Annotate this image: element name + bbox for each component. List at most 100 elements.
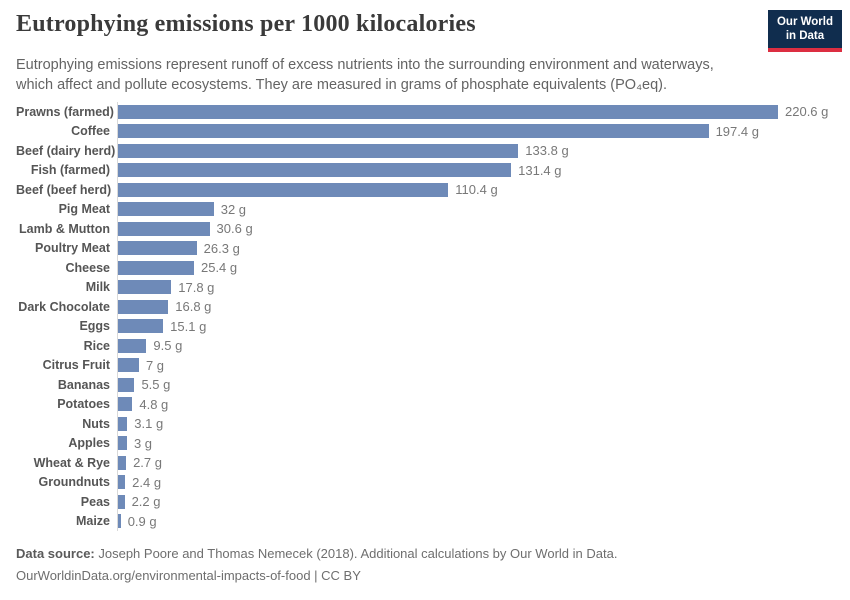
- owid-logo-line1: Our World: [776, 16, 833, 28]
- owid-logo-line2: in Data: [785, 30, 825, 43]
- bar[interactable]: [118, 319, 164, 334]
- bar[interactable]: [118, 163, 512, 178]
- bar-plot: 26.3 g: [117, 238, 834, 258]
- bar[interactable]: [118, 280, 172, 295]
- data-source-label: Data source:: [16, 546, 95, 561]
- category-label: Pig Meat: [58, 202, 110, 217]
- category-label: Rice: [83, 338, 110, 353]
- bar-row: Fish (farmed) 131.4 g: [16, 160, 834, 180]
- citation-link-line[interactable]: OurWorldinData.org/environmental-impacts…: [16, 568, 361, 583]
- bar-plot: 133.8 g: [117, 141, 834, 161]
- category-label: Milk: [85, 280, 110, 295]
- bar[interactable]: [118, 436, 127, 451]
- category-label: Poultry Meat: [34, 241, 110, 256]
- category-label: Bananas: [57, 377, 110, 392]
- bar-plot: 0.9 g: [117, 511, 834, 531]
- bar-row: Lamb & Mutton 30.6 g: [16, 219, 834, 239]
- category-label: Prawns (farmed): [16, 104, 114, 119]
- bar-row: Milk 17.8 g: [16, 277, 834, 297]
- bar-row: Citrus Fruit 7 g: [16, 355, 834, 375]
- category-label: Nuts: [82, 416, 110, 431]
- category-label: Citrus Fruit: [42, 358, 110, 373]
- bar-row: Beef (dairy herd) 133.8 g: [16, 141, 834, 161]
- bar[interactable]: [118, 416, 128, 431]
- category-label: Groundnuts: [38, 475, 110, 490]
- value-label: 131.4 g: [518, 162, 562, 178]
- bar-plot: 5.5 g: [117, 375, 834, 395]
- value-label: 25.4 g: [200, 260, 238, 276]
- category-label: Maize: [75, 514, 110, 529]
- category-label: Fish (farmed): [30, 163, 110, 178]
- bar[interactable]: [118, 124, 709, 139]
- bar[interactable]: [118, 241, 197, 256]
- bar[interactable]: [118, 338, 147, 353]
- category-label: Lamb & Mutton: [19, 221, 110, 236]
- bar-row: Eggs 15.1 g: [16, 316, 834, 336]
- value-label: 197.4 g: [715, 123, 759, 139]
- bar-row: Wheat & Rye 2.7 g: [16, 453, 834, 473]
- bar-row: Peas 2.2 g: [16, 492, 834, 512]
- category-label: Dark Chocolate: [18, 299, 110, 314]
- bar-row: Beef (beef herd) 110.4 g: [16, 180, 834, 200]
- chart-footer: Data source: Joseph Poore and Thomas Nem…: [16, 543, 617, 587]
- category-label: Coffee: [71, 124, 110, 139]
- category-label: Potatoes: [57, 397, 110, 412]
- bar-row: Groundnuts 2.4 g: [16, 472, 834, 492]
- bar[interactable]: [118, 182, 449, 197]
- value-label: 26.3 g: [203, 240, 240, 256]
- value-label: 9.5 g: [153, 338, 183, 354]
- bar-plot: 25.4 g: [117, 258, 834, 278]
- bar[interactable]: [118, 475, 126, 490]
- page-title: Eutrophying emissions per 1000 kilocalor…: [16, 11, 476, 37]
- bar-plot: 3.1 g: [117, 414, 834, 434]
- value-label: 0.9 g: [127, 513, 157, 529]
- value-label: 110.4 g: [455, 182, 498, 198]
- value-label: 4.8 g: [139, 396, 169, 412]
- bar[interactable]: [118, 299, 169, 314]
- bar-row: Maize 0.9 g: [16, 511, 834, 531]
- value-label: 133.8 g: [525, 143, 569, 159]
- bar[interactable]: [118, 202, 214, 217]
- category-label: Peas: [80, 494, 110, 509]
- category-label: Beef (beef herd): [16, 182, 112, 197]
- category-label: Cheese: [65, 260, 110, 275]
- bar[interactable]: [118, 358, 139, 373]
- bar-plot: 110.4 g: [117, 180, 834, 200]
- bar-plot: 2.7 g: [117, 453, 834, 473]
- value-label: 32 g: [220, 201, 247, 217]
- bar[interactable]: [118, 514, 121, 529]
- category-label: Eggs: [79, 319, 110, 334]
- bar[interactable]: [118, 260, 194, 275]
- value-label: 17.8 g: [178, 279, 215, 295]
- bar[interactable]: [118, 104, 778, 119]
- category-label: Beef (dairy herd): [16, 143, 116, 158]
- bar-plot: 3 g: [117, 433, 834, 453]
- bar[interactable]: [118, 143, 519, 158]
- bar-plot: 2.4 g: [117, 472, 834, 492]
- bar-plot: 32 g: [117, 199, 834, 219]
- value-label: 5.5 g: [141, 377, 171, 393]
- bar-plot: 7 g: [117, 355, 834, 375]
- bar-plot: 131.4 g: [117, 160, 834, 180]
- bar[interactable]: [118, 455, 127, 470]
- bar-row: Nuts 3.1 g: [16, 414, 834, 434]
- bar-row: Poultry Meat 26.3 g: [16, 238, 834, 258]
- owid-logo[interactable]: Our World in Data: [767, 10, 842, 52]
- value-label: 3 g: [133, 435, 153, 451]
- bar[interactable]: [118, 377, 135, 392]
- data-source-line: Data source: Joseph Poore and Thomas Nem…: [16, 543, 617, 565]
- bar-row: Dark Chocolate 16.8 g: [16, 297, 834, 317]
- bar[interactable]: [118, 494, 125, 509]
- bar-row: Bananas 5.5 g: [16, 375, 834, 395]
- bar-plot: 197.4 g: [117, 121, 834, 141]
- bar-plot: 2.2 g: [117, 492, 834, 512]
- bar[interactable]: [118, 397, 133, 412]
- value-label: 30.6 g: [216, 221, 253, 237]
- bar-plot: 30.6 g: [117, 219, 834, 239]
- bar-plot: 17.8 g: [117, 277, 834, 297]
- bar-row: Potatoes 4.8 g: [16, 394, 834, 414]
- bar[interactable]: [118, 221, 210, 236]
- bar-row: Rice 9.5 g: [16, 336, 834, 356]
- bar-chart: Prawns (farmed) 220.6 g Coffee 197.4 g Beef …: [16, 102, 834, 531]
